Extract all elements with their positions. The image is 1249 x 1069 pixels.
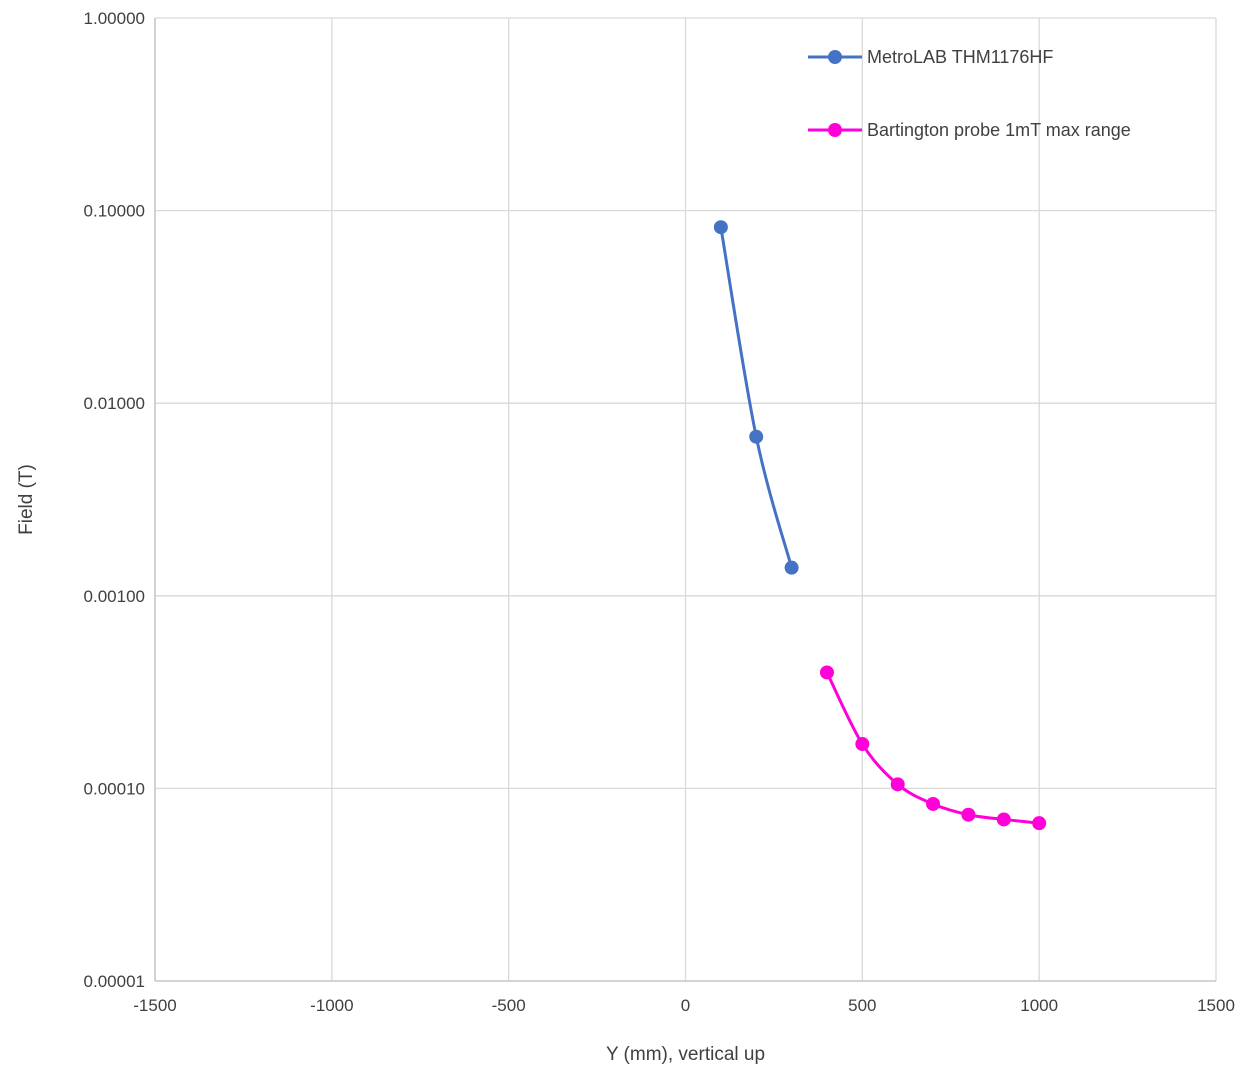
series-line xyxy=(719,225,794,570)
legend-label: MetroLAB THM1176HF xyxy=(867,47,1053,67)
legend: MetroLAB THM1176HF Bartington probe 1mT m… xyxy=(808,47,1131,140)
y-tick-label: 0.00010 xyxy=(84,779,145,798)
series xyxy=(713,220,1047,831)
data-point xyxy=(855,737,870,752)
x-tick-label: -1000 xyxy=(310,996,353,1015)
data-point xyxy=(996,812,1011,827)
legend-marker xyxy=(828,123,842,137)
x-tick-label: 500 xyxy=(848,996,876,1015)
legend-label: Bartington probe 1mT max range xyxy=(867,120,1131,140)
data-point xyxy=(749,429,764,444)
series-0 xyxy=(713,220,799,575)
series-1 xyxy=(819,665,1047,831)
y-tick-label: 0.00100 xyxy=(84,587,145,606)
y-tick-label: 0.00001 xyxy=(84,972,145,991)
data-point xyxy=(961,807,976,822)
y-axis-title: Field (T) xyxy=(16,464,37,535)
grid xyxy=(154,17,1217,982)
data-point xyxy=(713,220,728,235)
data-point xyxy=(784,560,799,575)
legend-entry: Bartington probe 1mT max range xyxy=(808,120,1131,140)
y-tick-label: 0.10000 xyxy=(84,202,145,221)
data-point xyxy=(819,665,834,680)
y-tick-label: 0.01000 xyxy=(84,394,145,413)
x-axis-title: Y (mm), vertical up xyxy=(606,1044,765,1065)
data-point xyxy=(1032,816,1047,831)
x-tick-label: 1500 xyxy=(1197,996,1235,1015)
legend-marker xyxy=(828,50,842,64)
x-tick-label: -500 xyxy=(492,996,526,1015)
data-point xyxy=(926,796,941,811)
data-point xyxy=(890,777,905,792)
axes xyxy=(154,18,1216,982)
tick-labels: -1500 -1000 -500 0 500 1000 1500 0.00001 0.00010… xyxy=(84,9,1235,1015)
x-tick-label: -1500 xyxy=(133,996,176,1015)
x-tick-label: 0 xyxy=(681,996,690,1015)
y-tick-label: 1.00000 xyxy=(84,9,145,28)
legend-entry: MetroLAB THM1176HF xyxy=(808,47,1053,67)
x-tick-label: 1000 xyxy=(1020,996,1058,1015)
